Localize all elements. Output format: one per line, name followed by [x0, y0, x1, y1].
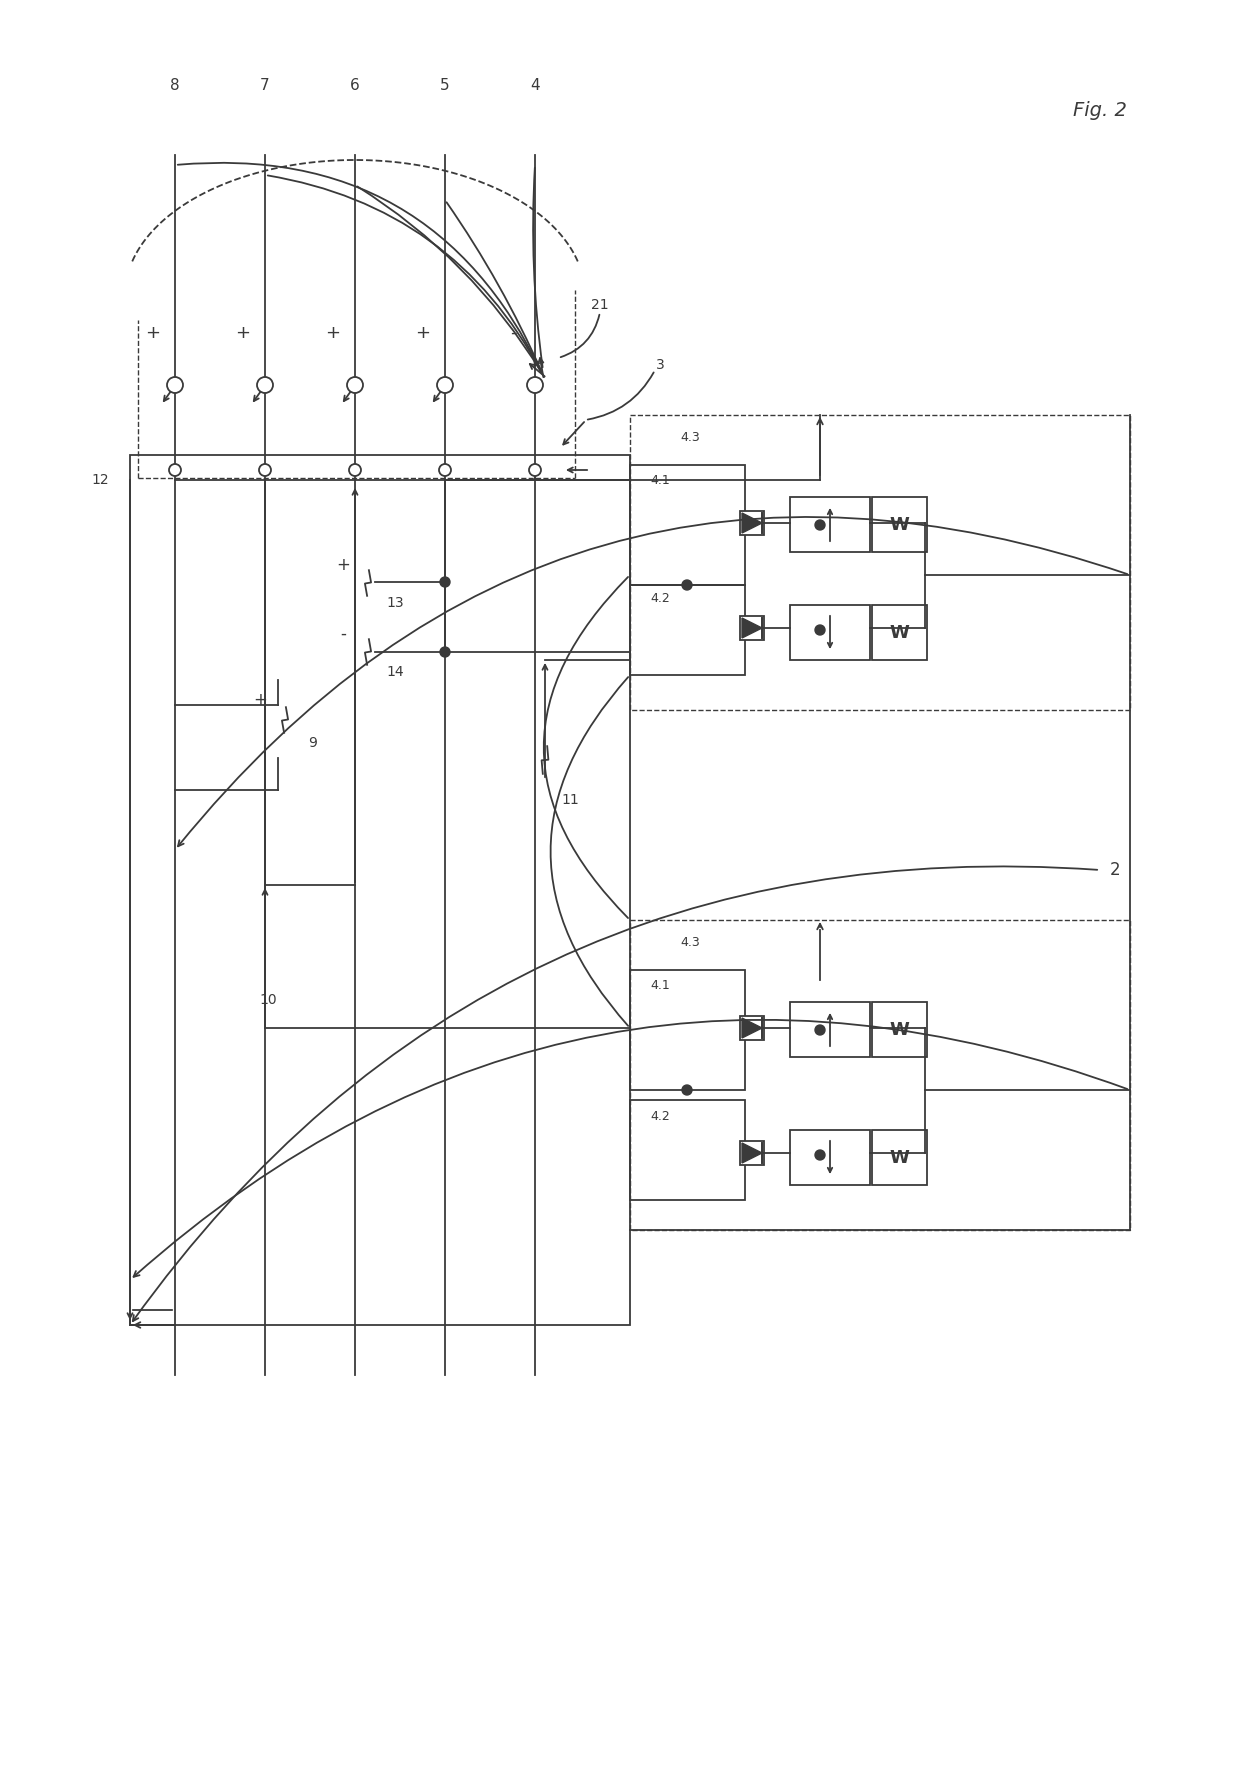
Bar [872, 1131, 928, 1184]
Circle shape [529, 464, 541, 477]
Text: W: W [889, 1021, 909, 1038]
Polygon shape [742, 619, 763, 638]
Text: 8: 8 [170, 78, 180, 92]
Text: 4.2: 4.2 [650, 1109, 670, 1122]
Circle shape [440, 578, 450, 587]
Text: 2: 2 [1110, 861, 1120, 878]
Circle shape [439, 464, 451, 477]
Circle shape [815, 519, 825, 530]
Bar [630, 414, 1130, 709]
Circle shape [347, 377, 363, 393]
Text: +: + [145, 324, 160, 341]
Text: +: + [326, 324, 341, 341]
Text: 10: 10 [259, 992, 277, 1006]
Polygon shape [742, 514, 763, 533]
Bar [740, 1141, 764, 1165]
Text: W: W [889, 1149, 909, 1166]
Bar [790, 498, 870, 551]
Text: +: + [415, 324, 430, 341]
Polygon shape [742, 1143, 763, 1163]
Text: 11: 11 [562, 793, 579, 807]
Bar [872, 498, 928, 551]
Polygon shape [742, 619, 763, 638]
Circle shape [259, 464, 272, 477]
Bar [790, 1131, 870, 1184]
Text: 14: 14 [386, 665, 404, 679]
Text: 7: 7 [260, 78, 270, 92]
Circle shape [169, 464, 181, 477]
Text: 4.3: 4.3 [680, 430, 699, 443]
Text: 4: 4 [531, 78, 539, 92]
Text: 6: 6 [350, 78, 360, 92]
Text: +: + [253, 692, 267, 709]
Text: 3: 3 [656, 357, 665, 372]
Bar [790, 605, 870, 660]
Text: +: + [236, 324, 250, 341]
Text: 4.1: 4.1 [650, 978, 670, 992]
Circle shape [257, 377, 273, 393]
Polygon shape [742, 1019, 763, 1038]
Bar [630, 585, 745, 676]
Bar [740, 510, 764, 535]
Bar [740, 1015, 764, 1040]
Text: +: + [336, 557, 350, 574]
Text: 21: 21 [591, 299, 609, 311]
Text: 4.1: 4.1 [650, 473, 670, 487]
Circle shape [527, 377, 543, 393]
Bar [630, 1101, 745, 1200]
Circle shape [815, 1024, 825, 1035]
Text: -: - [340, 626, 346, 644]
Bar [790, 1003, 870, 1056]
Bar [872, 605, 928, 660]
Text: W: W [889, 624, 909, 642]
Circle shape [682, 580, 692, 590]
Polygon shape [742, 1019, 763, 1038]
Circle shape [436, 377, 453, 393]
Bar [872, 1003, 928, 1056]
Text: 5: 5 [440, 78, 450, 92]
Circle shape [682, 1085, 692, 1095]
Text: 9: 9 [309, 736, 317, 750]
Text: Fig. 2: Fig. 2 [1073, 101, 1127, 119]
Polygon shape [742, 1143, 763, 1163]
Polygon shape [742, 514, 763, 533]
Bar [630, 971, 745, 1090]
Text: 4.3: 4.3 [680, 935, 699, 948]
Text: 4.2: 4.2 [650, 592, 670, 605]
Bar [630, 466, 745, 585]
Text: W: W [889, 516, 909, 533]
Text: -: - [510, 324, 516, 341]
Circle shape [167, 377, 184, 393]
Circle shape [440, 647, 450, 658]
Bar [130, 455, 630, 1325]
Circle shape [815, 626, 825, 635]
Text: 12: 12 [92, 473, 109, 487]
Bar [630, 919, 1130, 1230]
Circle shape [348, 464, 361, 477]
Circle shape [815, 1150, 825, 1159]
Bar [740, 615, 764, 640]
Text: 13: 13 [386, 596, 404, 610]
